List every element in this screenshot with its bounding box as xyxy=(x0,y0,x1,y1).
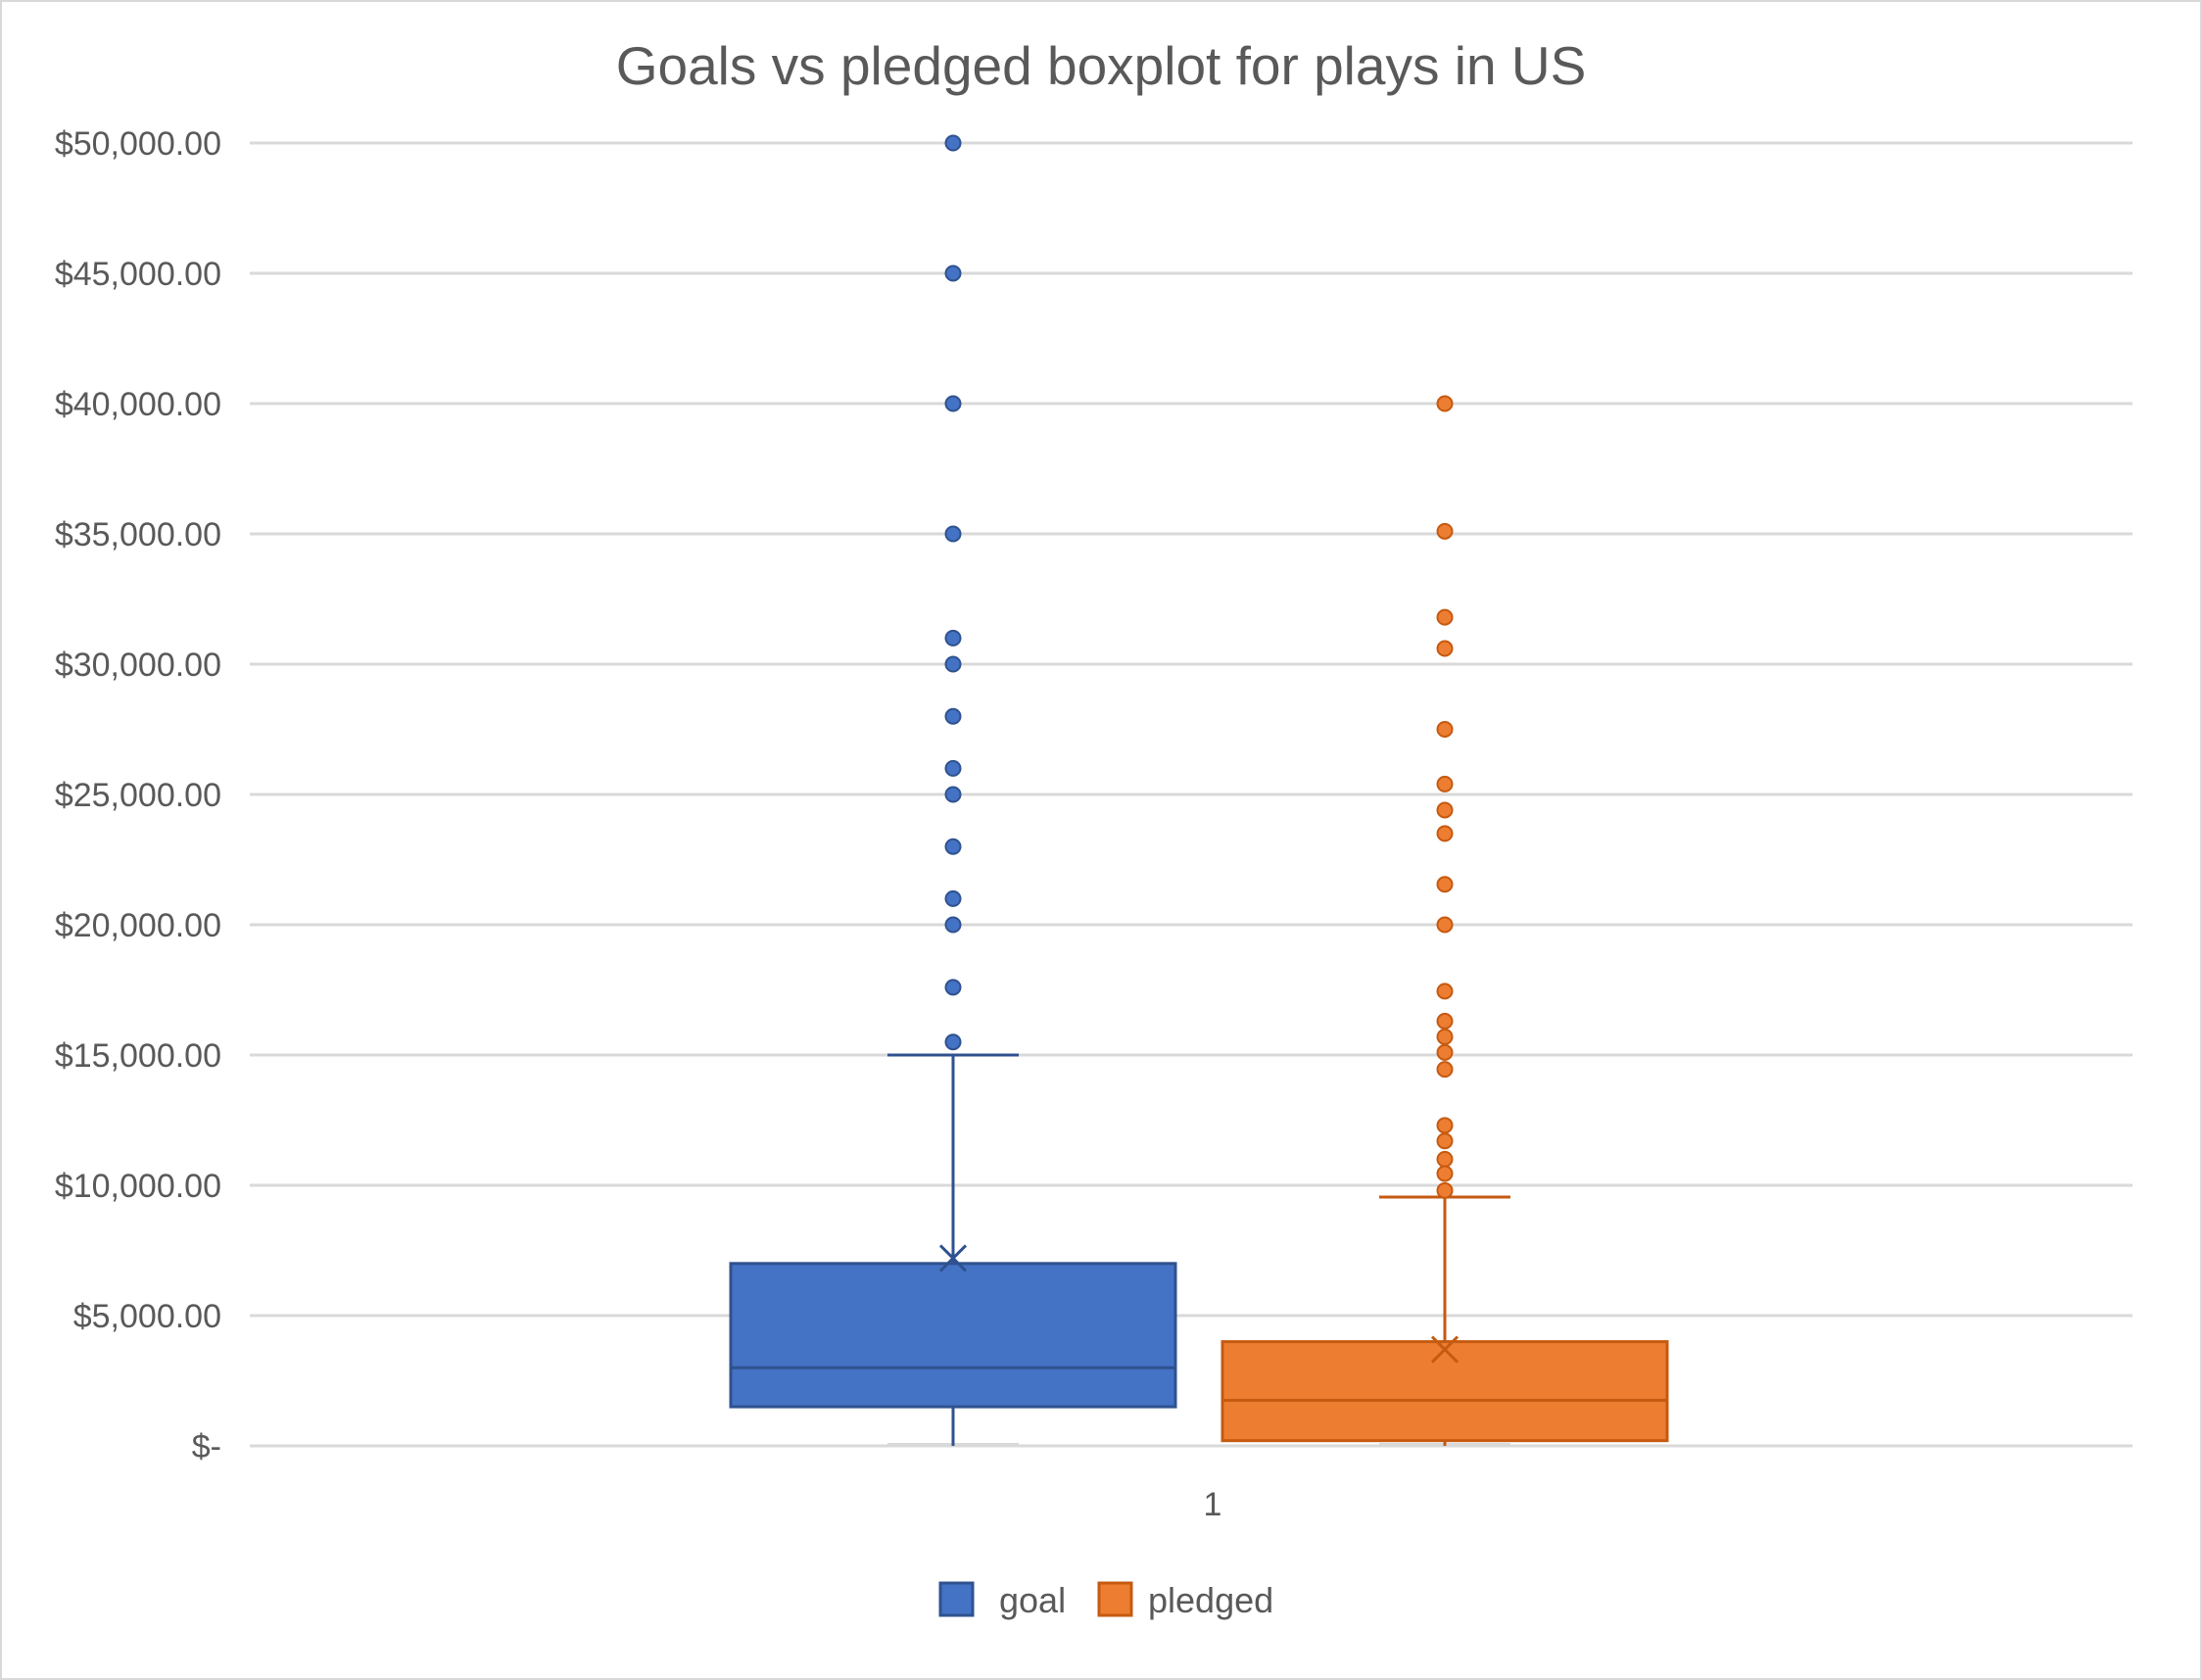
plot-area xyxy=(729,134,1669,1447)
y-tick-label: $30,000.00 xyxy=(55,647,221,684)
box xyxy=(729,1262,1177,1409)
outlier-point xyxy=(944,395,962,412)
legend-label: goal xyxy=(999,1580,1066,1620)
outlier-point xyxy=(1436,522,1454,540)
box-series-goal xyxy=(729,134,1177,1447)
y-tick-label: $40,000.00 xyxy=(55,386,221,423)
y-tick-label: $10,000.00 xyxy=(55,1168,221,1205)
legend-swatch xyxy=(1097,1581,1133,1617)
y-tick-label: $35,000.00 xyxy=(55,516,221,553)
legend-item-pledged: pledged xyxy=(1097,1580,1273,1620)
outlier-point xyxy=(1436,801,1454,819)
outlier-point xyxy=(1436,721,1454,738)
outlier-point xyxy=(1436,1181,1454,1199)
mean-marker-stroke xyxy=(938,1244,968,1272)
legend: goal pledged xyxy=(938,1580,1273,1620)
y-tick-label: $- xyxy=(192,1428,221,1465)
outlier-point xyxy=(1436,1150,1454,1168)
outlier-point xyxy=(1436,1061,1454,1079)
box-series-pledged xyxy=(1221,395,1669,1447)
outlier-point xyxy=(944,1033,962,1051)
y-tick-label: $20,000.00 xyxy=(55,907,221,944)
box xyxy=(1221,1340,1669,1443)
y-tick-label: $15,000.00 xyxy=(55,1037,221,1075)
outlier-point xyxy=(1436,1117,1454,1134)
outlier-point xyxy=(1436,608,1454,626)
outlier-point xyxy=(944,707,962,725)
outlier-point xyxy=(944,838,962,855)
outlier-point xyxy=(944,655,962,673)
outlier-point xyxy=(1436,825,1454,842)
outlier-point xyxy=(944,264,962,282)
outlier-point xyxy=(1436,1028,1454,1045)
legend-label: pledged xyxy=(1148,1580,1273,1620)
outlier-point xyxy=(944,629,962,647)
y-tick-label: $5,000.00 xyxy=(73,1298,221,1335)
outlier-point xyxy=(1436,640,1454,657)
y-tick-label: $45,000.00 xyxy=(55,256,221,293)
legend-swatch xyxy=(938,1581,975,1617)
outlier-point xyxy=(1436,916,1454,934)
mean-marker-stroke xyxy=(1430,1335,1460,1364)
outlier-point xyxy=(944,786,962,803)
outlier-point xyxy=(944,134,962,152)
x-tick-label: 1 xyxy=(1204,1486,1222,1523)
outlier-point xyxy=(1436,395,1454,412)
outlier-point xyxy=(944,916,962,934)
outlier-point xyxy=(1436,983,1454,1000)
mean-marker xyxy=(1430,1335,1460,1364)
outlier-point xyxy=(944,525,962,543)
outlier-point xyxy=(1436,1132,1454,1150)
outlier-point xyxy=(944,889,962,907)
outlier-point xyxy=(1436,1043,1454,1061)
outlier-point xyxy=(1436,775,1454,792)
mean-marker xyxy=(938,1244,968,1272)
y-axis-ticks: $- $5,000.00 $10,000.00 $15,000.00 $20,000.0… xyxy=(55,125,221,1465)
outlier-point xyxy=(1436,876,1454,893)
outlier-point xyxy=(944,979,962,996)
y-tick-label: $25,000.00 xyxy=(55,777,221,814)
y-tick-label: $50,000.00 xyxy=(55,125,221,163)
outlier-point xyxy=(1436,1165,1454,1182)
outlier-point xyxy=(1436,1012,1454,1030)
chart-title: Goals vs pledged boxplot for plays in US xyxy=(616,35,1587,96)
legend-item-goal: goal xyxy=(938,1580,1066,1620)
outlier-point xyxy=(944,759,962,777)
gridlines xyxy=(250,141,2132,1448)
